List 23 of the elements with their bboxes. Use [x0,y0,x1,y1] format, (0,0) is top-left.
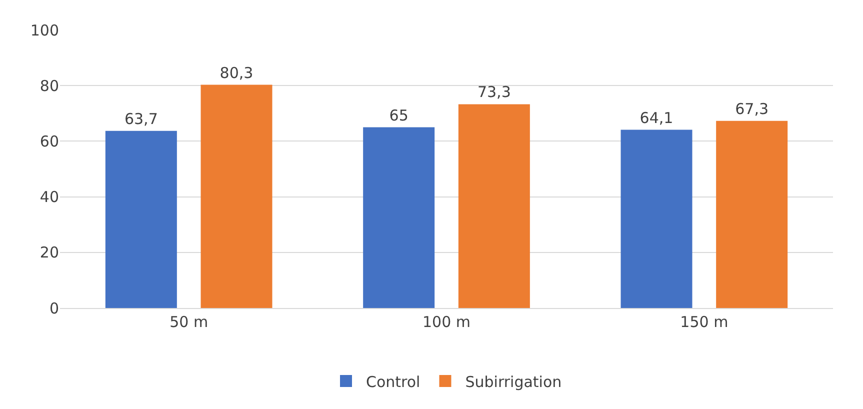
bar [363,127,435,308]
data-label: 80,3 [220,64,254,82]
x-tick-label: 150 m [680,313,728,331]
y-tick-label: 20 [40,244,59,262]
bar [200,84,272,308]
data-label: 67,3 [735,100,769,118]
bar [105,130,177,308]
bar [458,104,530,308]
y-tick-label: 40 [40,188,59,206]
data-label: 65 [389,106,408,124]
y-tick-label: 0 [49,299,59,318]
data-label: 63,7 [124,110,158,128]
y-tick-label: 80 [40,76,59,95]
x-tick-label: 100 m [422,313,471,331]
bar [620,130,692,308]
legend-label: Control [366,372,420,391]
data-label: 73,3 [477,83,511,102]
y-tick-label: 100 [30,21,59,40]
bar [716,120,788,308]
data-label: 64,1 [640,108,674,127]
legend-label: Subirrigation [465,372,562,391]
x-tick-label: 50 m [170,313,208,331]
y-tick-label: 60 [40,132,59,150]
